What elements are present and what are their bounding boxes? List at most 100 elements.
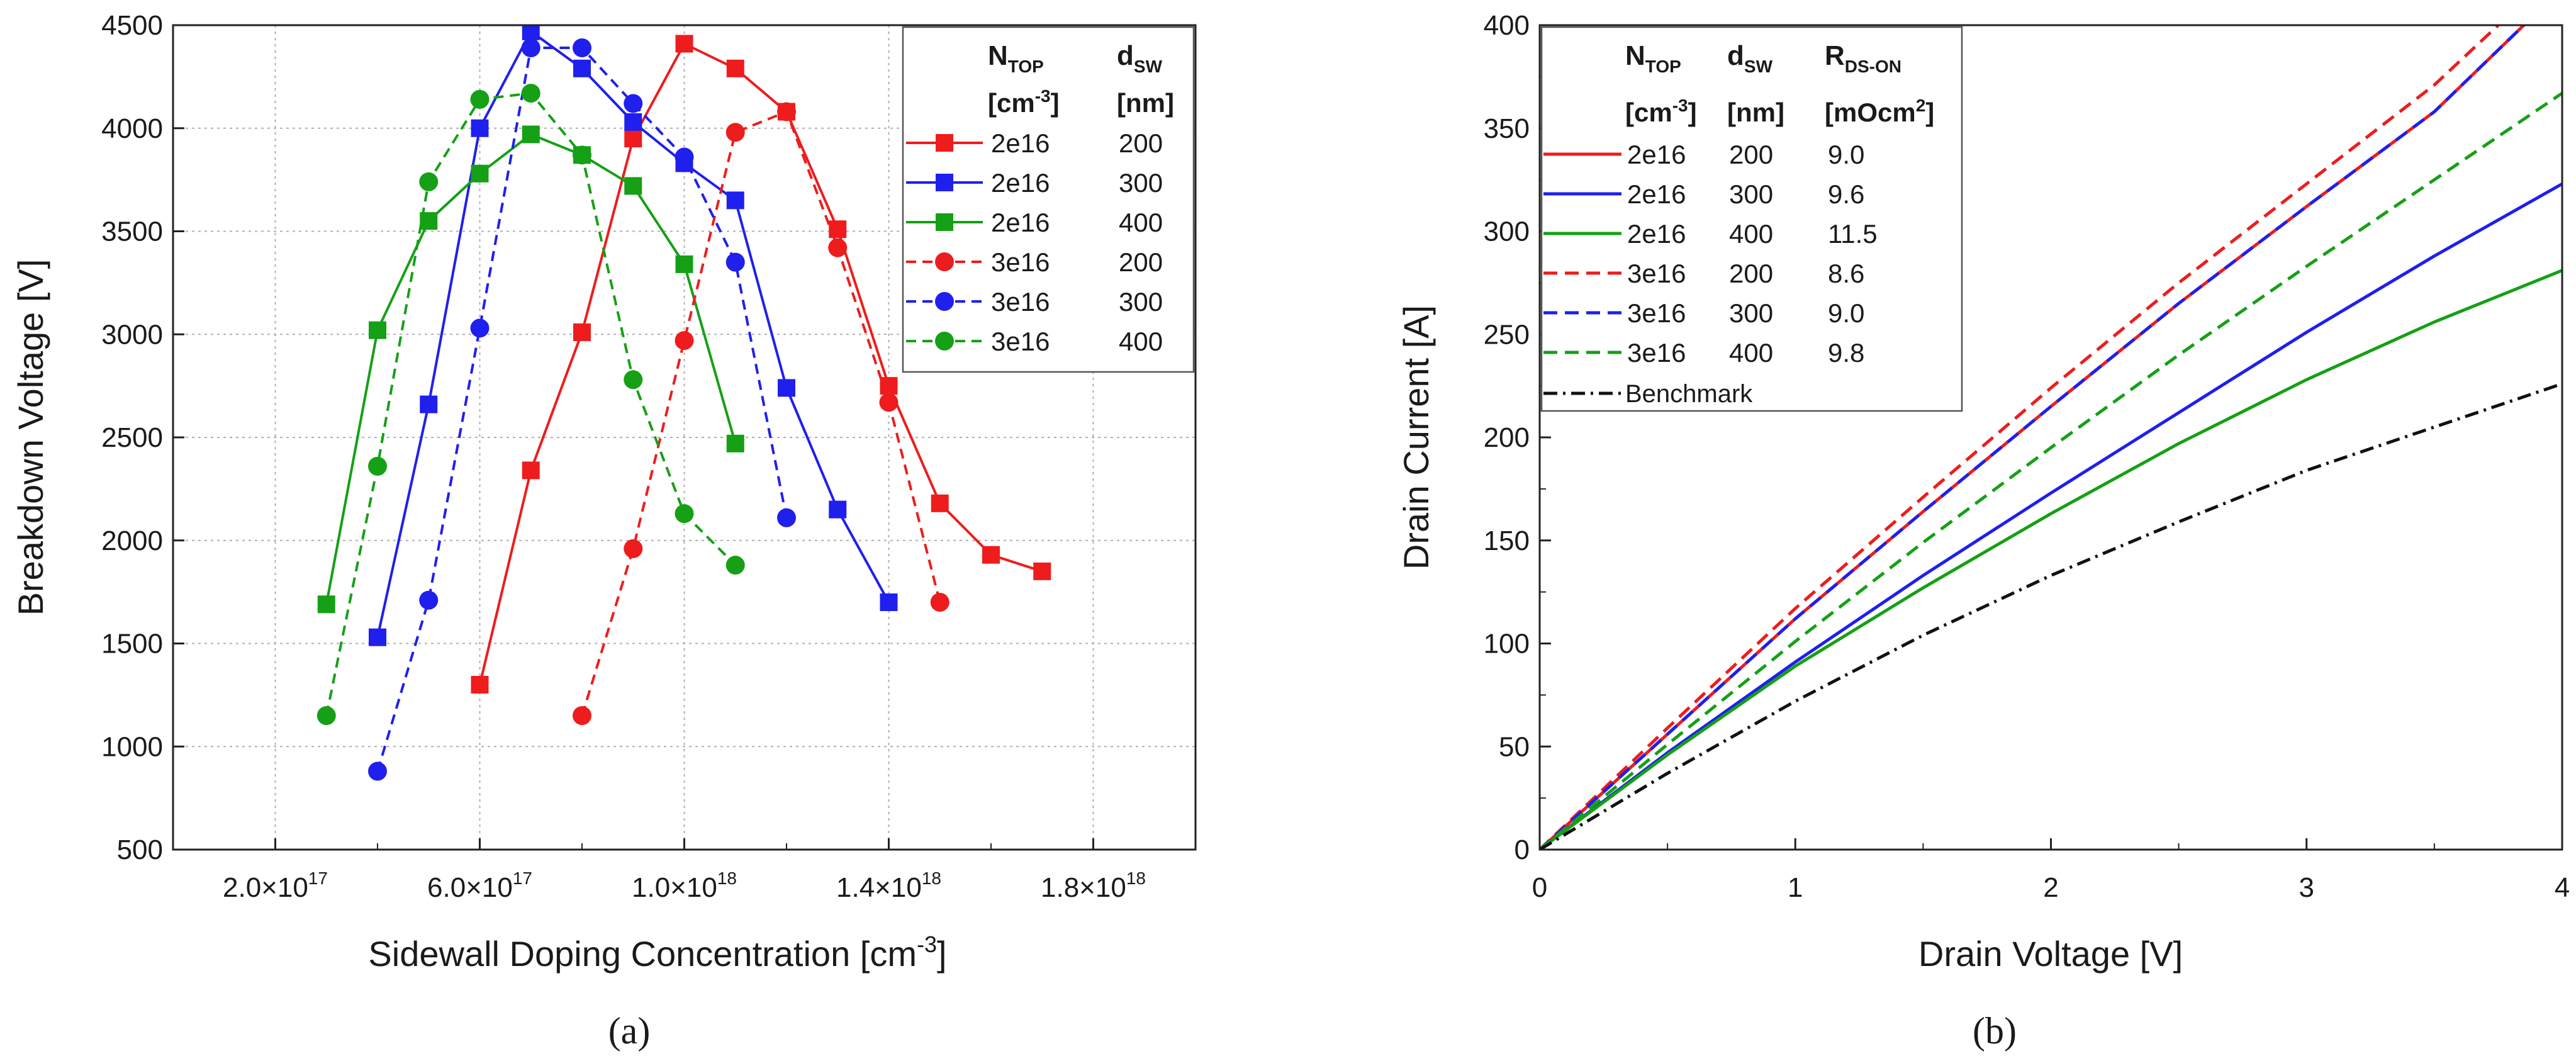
chart-a-xtick-label: 6.0×1017 [427,868,532,903]
chart-a-legend-marker [935,252,954,271]
chart-b-ytick-label: 150 [1484,525,1530,556]
chart-b-xtick-label: 2 [2043,872,2058,903]
chart-a-data-point [777,102,796,121]
chart-a-ytick-label: 3500 [101,216,163,247]
chart-a-data-point [369,628,386,646]
chart-b-legend-dsw: 400 [1729,219,1773,249]
chart-a-legend-col2-unit: [nm] [1117,88,1174,118]
chart-a-data-point [368,456,387,476]
chart-b-legend-col3-unit: [mOcm2] [1825,96,1934,127]
chart-a-legend-ntop: 3e16 [991,327,1050,356]
chart-a-data-point [778,379,795,397]
chart-a-data-point [522,25,540,40]
chart-a-data-point [573,145,591,165]
chart-b-legend-rds: 9.8 [1828,338,1864,368]
chart-a-data-point [675,331,694,351]
chart-a-data-point [420,395,438,413]
chart-a-data-point [829,500,847,519]
chart-a-ytick-label: 4000 [101,113,163,144]
chart-b-ticks: 0 1 2 3 4 0 50 100 150 200 250 300 350 400 [1484,10,2570,903]
chart-a-data-point [879,393,899,412]
chart-b-legend-dsw: 300 [1729,179,1773,209]
chart-b-ytick-label: 250 [1484,319,1530,350]
chart-b-series-line [1540,92,2562,850]
chart-a-series [316,25,1051,781]
chart-b-xlabel: Drain Voltage [V] [1918,934,2183,974]
chart-b-series-line [1540,25,2525,850]
chart-a-data-point [829,220,847,239]
chart-a-data-point [726,434,744,452]
chart-b-legend-box [1540,26,1963,412]
chart-a-legend-box [902,26,1195,373]
chart-b-legend-dsw: 200 [1729,140,1773,169]
chart-a-ytick-label: 2000 [101,525,163,556]
chart-b-legend-col2-title: dSW [1727,40,1773,76]
chart-a-data-point [624,94,643,113]
chart-b-xtick-label: 0 [1532,872,1547,903]
chart-b-ytick-label: 350 [1484,113,1530,144]
chart-b-series [1540,25,2562,850]
chart-b-xtick-label: 4 [2555,872,2570,903]
chart-b-ytick-label: 100 [1484,629,1530,660]
chart-a-series-line [581,110,941,716]
chart-a-xtick-label: 1.4×1018 [836,868,941,903]
chart-a-xtick-label: 1.0×1018 [632,868,737,903]
chart-a-data-point [419,172,439,191]
chart-a-data-point [573,323,591,341]
chart-a-data-point [368,761,387,781]
chart-b-series-line [1540,269,2562,850]
chart-a-data-point [471,119,489,137]
chart-a-data-point [675,147,694,167]
chart-a-data-point [725,123,745,142]
chart-a-legend-marker [936,134,953,152]
chart-a-ytick-label: 500 [117,834,163,865]
chart-a-data-point [931,494,949,512]
chart-a-ytick-label: 4500 [101,10,163,41]
chart-a-ytick-label: 1500 [101,629,163,660]
chart-b-series-line [1540,25,2500,850]
chart-a-data-point [471,164,489,183]
chart-a-legend-dsw: 400 [1119,208,1163,237]
chart-b-ytick-label: 400 [1484,10,1530,41]
chart-a-legend-ntop: 2e16 [991,208,1050,237]
chart-b-ytick-label: 300 [1484,216,1530,247]
chart-a: 2.0×1017 6.0×1017 1.0×1018 1.4×1018 1.8×1018… [11,10,1197,1052]
chart-b-legend-dsw: 200 [1729,259,1773,288]
chart-a-legend-dsw: 200 [1119,128,1163,158]
chart-a-data-point [369,321,386,339]
chart-a-ticks: 2.0×1017 6.0×1017 1.0×1018 1.4×1018 1.8×1018… [101,10,1146,903]
chart-b-legend-ntop: 2e16 [1627,140,1686,169]
chart-b-legend-ntop: 3e16 [1627,338,1686,368]
chart-b-series-line [1540,382,2562,850]
chart-b-ytick-label: 0 [1515,834,1530,865]
chart-a-legend-ntop: 3e16 [991,247,1050,277]
chart-a-data-point [624,113,642,131]
chart-a-legend-dsw: 300 [1119,287,1163,317]
chart-a-data-point [316,706,336,726]
chart-a-data-point [317,595,335,614]
chart-a-ytick-label: 1000 [101,731,163,762]
chart-a-legend-ntop: 2e16 [991,128,1050,158]
chart-a-data-point [726,59,744,77]
chart-a-legend-marker [936,213,953,231]
chart-b-legend-col1-unit: [cm-3] [1625,96,1697,127]
chart-a-data-point [573,38,591,58]
chart-a-legend-dsw: 400 [1119,327,1163,356]
chart-a-data-point [675,35,693,53]
chart-a-data-point [777,508,796,527]
chart-b-legend-benchmark-label: Benchmark [1625,380,1753,408]
chart-a-data-point [522,461,540,480]
chart-a-legend-col2-title: dSW [1117,40,1163,76]
chart-b-series-line [1540,182,2562,850]
chart-a-data-point [880,593,898,611]
chart-b: 0 1 2 3 4 0 50 100 150 200 250 300 350 400 Drain Curr… [1396,10,2570,1052]
chart-a-ytick-label: 2500 [101,422,163,453]
chart-a-data-point [624,177,642,195]
chart-a-panel-label: (a) [608,1010,651,1052]
chart-b-legend-rds: 8.6 [1828,259,1864,288]
chart-a-data-point [522,125,540,143]
chart-a-data-point [930,593,949,612]
chart-b-legend-rds: 9.6 [1828,179,1864,209]
chart-b-legend-rows: 2e16 200 9.0 2e16 300 9.6 2e16 400 11.5 3e16 200 8.… [1543,140,1878,368]
